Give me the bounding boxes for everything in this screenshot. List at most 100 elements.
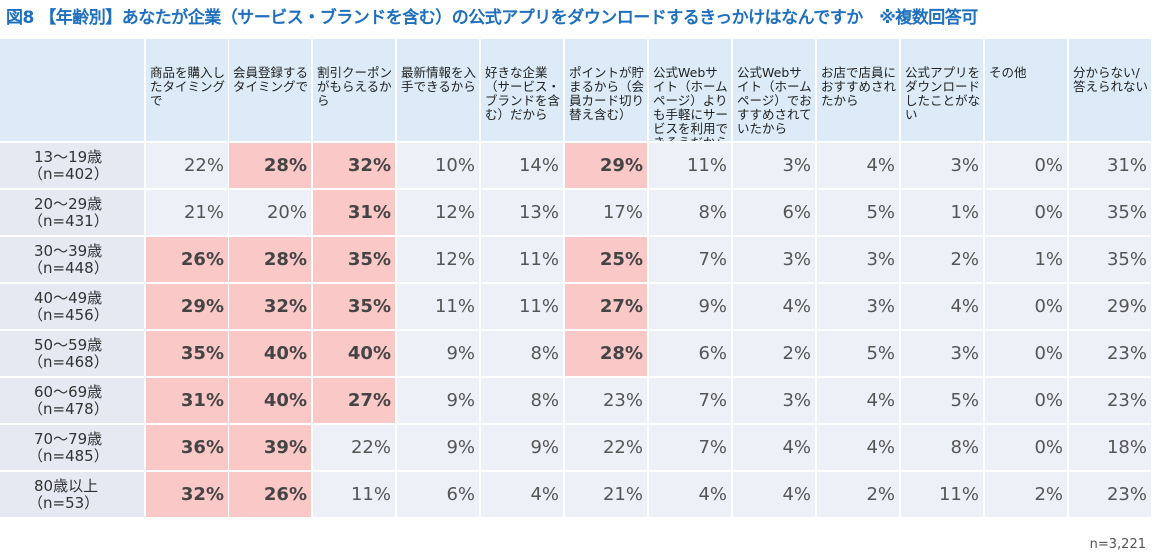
column-header: 公式Webサイト（ホームページ）でおすすめされていたから: [733, 39, 815, 141]
value-cell: 6%: [397, 472, 479, 517]
value-cell: 8%: [481, 378, 563, 423]
row-label: 70～79歳 （n=485）: [0, 425, 144, 470]
sample-size-label: （n=431）: [28, 212, 109, 230]
column-header: 好きな企業（サービス・ブランドを含む）だから: [481, 39, 563, 141]
value-cell: 5%: [817, 190, 899, 235]
value-cell: 3%: [901, 143, 983, 188]
table-row: 13～19歳 （n=402） 22% 28% 32% 10% 14% 29% 11% 3% 4% 3%…: [0, 143, 1154, 188]
highlighted-value-cell: 26%: [229, 472, 311, 517]
highlighted-value-cell: 40%: [229, 378, 311, 423]
value-cell: 0%: [985, 378, 1067, 423]
value-cell: 23%: [1069, 472, 1151, 517]
value-cell: 3%: [817, 237, 899, 282]
value-cell: 4%: [817, 425, 899, 470]
highlighted-value-cell: 35%: [313, 237, 395, 282]
value-cell: 35%: [1069, 237, 1151, 282]
row-label: 30～39歳 （n=448）: [0, 237, 144, 282]
value-cell: 7%: [649, 378, 731, 423]
column-header: 割引クーポンがもらえるから: [313, 39, 395, 141]
sample-size-label: （n=468）: [28, 353, 109, 371]
header-row: 商品を購入したタイミングで 会員登録するタイミングで 割引クーポンがもらえるから 最新…: [0, 39, 1154, 141]
value-cell: 2%: [985, 472, 1067, 517]
sample-size-label: （n=402）: [28, 165, 109, 183]
value-cell: 3%: [733, 378, 815, 423]
value-cell: 14%: [481, 143, 563, 188]
value-cell: 8%: [901, 425, 983, 470]
value-cell: 11%: [481, 237, 563, 282]
row-label: 60～69歳 （n=478）: [0, 378, 144, 423]
age-group-label: 60～69歳: [34, 383, 103, 401]
value-cell: 29%: [1069, 284, 1151, 329]
table-row: 40～49歳 （n=456） 29% 32% 35% 11% 11% 27% 9% 4% 3% 4% 0…: [0, 284, 1154, 329]
value-cell: 21%: [565, 472, 647, 517]
value-cell: 3%: [817, 284, 899, 329]
value-cell: 0%: [985, 284, 1067, 329]
age-group-label: 80歳以上: [34, 477, 99, 495]
value-cell: 12%: [397, 190, 479, 235]
column-header: お店で店員におすすめされたから: [817, 39, 899, 141]
value-cell: 4%: [817, 378, 899, 423]
highlighted-value-cell: 31%: [313, 190, 395, 235]
age-group-label: 70～79歳: [34, 430, 103, 448]
value-cell: 20%: [229, 190, 311, 235]
sample-size-label: （n=456）: [28, 306, 109, 324]
highlighted-value-cell: 32%: [146, 472, 228, 517]
value-cell: 18%: [1069, 425, 1151, 470]
value-cell: 2%: [817, 472, 899, 517]
row-label: 13～19歳 （n=402）: [0, 143, 144, 188]
value-cell: 23%: [1069, 331, 1151, 376]
value-cell: 4%: [733, 284, 815, 329]
value-cell: 11%: [481, 284, 563, 329]
highlighted-value-cell: 28%: [229, 143, 311, 188]
value-cell: 1%: [901, 190, 983, 235]
table-row: 80歳以上 （n=53） 32% 26% 11% 6% 4% 21% 4% 4% 2% 11% 2% 23…: [0, 472, 1154, 517]
highlighted-value-cell: 28%: [565, 331, 647, 376]
highlighted-value-cell: 29%: [565, 143, 647, 188]
row-label: 80歳以上 （n=53）: [0, 472, 144, 517]
row-label: 40～49歳 （n=456）: [0, 284, 144, 329]
table-row: 70～79歳 （n=485） 36% 39% 22% 9% 9% 22% 7% 4% 4% 8% 0% 1…: [0, 425, 1154, 470]
sample-size-label: （n=478）: [28, 400, 109, 418]
value-cell: 7%: [649, 425, 731, 470]
header-corner-cell: [0, 39, 144, 141]
value-cell: 4%: [481, 472, 563, 517]
column-header: ポイントが貯まるから（会員カード切り替え含む）: [565, 39, 647, 141]
row-label: 50～59歳 （n=468）: [0, 331, 144, 376]
value-cell: 11%: [397, 284, 479, 329]
value-cell: 0%: [985, 190, 1067, 235]
column-header: 公式アプリをダウンロードしたことがない: [901, 39, 983, 141]
value-cell: 4%: [901, 284, 983, 329]
value-cell: 4%: [817, 143, 899, 188]
value-cell: 21%: [146, 190, 228, 235]
value-cell: 11%: [313, 472, 395, 517]
age-group-label: 13～19歳: [34, 148, 103, 166]
age-group-label: 30～39歳: [34, 242, 103, 260]
table-row: 30～39歳 （n=448） 26% 28% 35% 12% 11% 25% 7% 3% 3% 2% 1…: [0, 237, 1154, 282]
highlighted-value-cell: 35%: [313, 284, 395, 329]
value-cell: 35%: [1069, 190, 1151, 235]
value-cell: 23%: [565, 378, 647, 423]
table-row: 60～69歳 （n=478） 31% 40% 27% 9% 8% 23% 7% 3% 4% 5% 0% 2…: [0, 378, 1154, 423]
value-cell: 8%: [481, 331, 563, 376]
value-cell: 22%: [146, 143, 228, 188]
column-header: 最新情報を入手できるから: [397, 39, 479, 141]
highlighted-value-cell: 40%: [229, 331, 311, 376]
value-cell: 5%: [817, 331, 899, 376]
value-cell: 3%: [901, 331, 983, 376]
value-cell: 4%: [733, 472, 815, 517]
table-row: 50～59歳 （n=468） 35% 40% 40% 9% 8% 28% 6% 2% 5% 3% 0% 2…: [0, 331, 1154, 376]
value-cell: 22%: [313, 425, 395, 470]
value-cell: 13%: [481, 190, 563, 235]
highlighted-value-cell: 28%: [229, 237, 311, 282]
value-cell: 10%: [397, 143, 479, 188]
value-cell: 11%: [901, 472, 983, 517]
column-header: 会員登録するタイミングで: [229, 39, 311, 141]
highlighted-value-cell: 32%: [313, 143, 395, 188]
value-cell: 12%: [397, 237, 479, 282]
highlighted-value-cell: 40%: [313, 331, 395, 376]
value-cell: 9%: [397, 425, 479, 470]
highlighted-value-cell: 39%: [229, 425, 311, 470]
chart-title: 図8 【年齢別】あなたが企業（サービス・ブランドを含む）の公式アプリをダウンロー…: [6, 8, 978, 28]
highlighted-value-cell: 36%: [146, 425, 228, 470]
value-cell: 0%: [985, 143, 1067, 188]
